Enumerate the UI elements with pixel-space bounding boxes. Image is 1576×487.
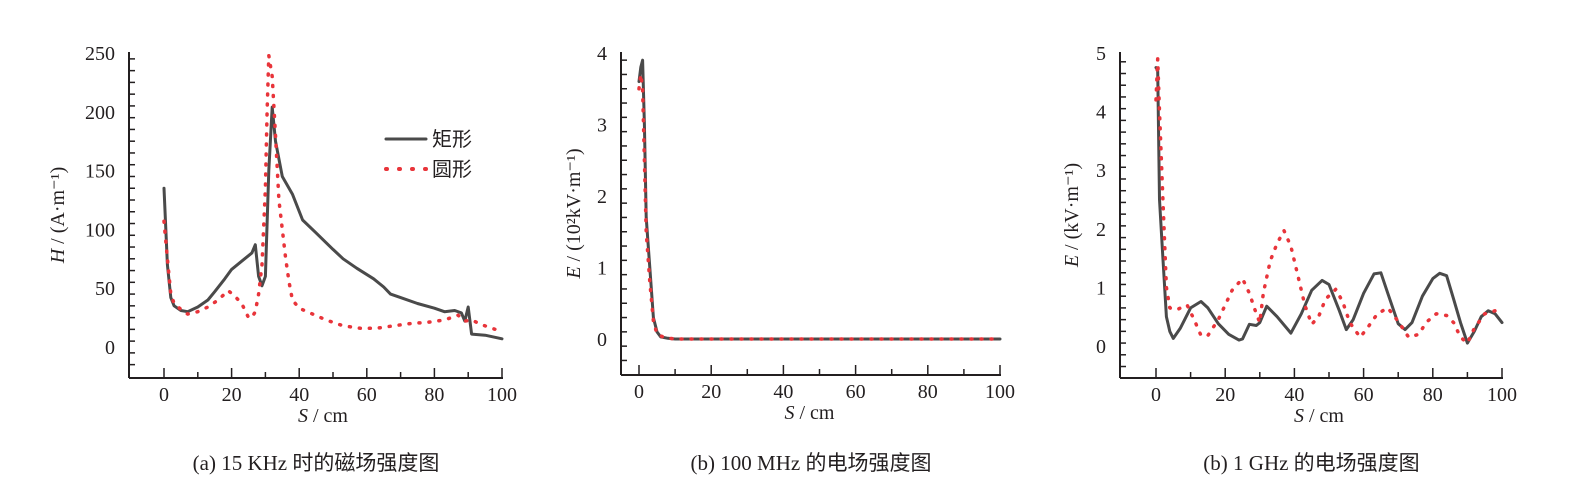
y-axis-label: H / (A·m⁻¹): [47, 167, 69, 265]
y-axis-label: E / (kV·m⁻¹): [1061, 163, 1083, 268]
x-tick-label: 60: [357, 384, 377, 406]
series-line-circle: [1154, 57, 1504, 345]
y-axis-unit: / (kV·m⁻¹): [1061, 163, 1083, 255]
legend-label: 矩形: [432, 128, 472, 151]
y-axis-var: E: [1061, 255, 1083, 268]
x-axis-var: S: [1294, 405, 1304, 427]
x-tick-label: 80: [424, 384, 444, 406]
y-tick-label: 2: [1096, 219, 1106, 241]
x-tick-label: 80: [1423, 384, 1443, 406]
chart-caption: (b) 1 GHz 的电场强度图: [1203, 451, 1419, 475]
y-axis-label: E / (10²kV·m⁻¹): [563, 148, 585, 279]
y-tick-label: 200: [85, 102, 115, 124]
y-axis-unit: / (A·m⁻¹): [47, 167, 69, 249]
y-tick-label: 4: [1096, 102, 1106, 124]
x-axis-label: S / cm: [298, 405, 348, 427]
x-tick-label: 80: [918, 381, 938, 403]
chart-panel-3: 0 1 2 3 4 5 0 20 40 60 80 100 S / cm E / (kV·m⁻¹) (b) …: [1061, 43, 1517, 475]
x-tick-label: 60: [1354, 384, 1374, 406]
x-tick-label: 40: [289, 384, 309, 406]
x-axis-unit: / cm: [308, 405, 348, 427]
series-line-rect: [1154, 66, 1504, 345]
y-tick-label: 150: [85, 161, 115, 183]
series-line-rect: [637, 58, 1002, 341]
legend-label: 圆形: [432, 158, 472, 181]
x-tick-label: 0: [1151, 384, 1161, 406]
x-tick-label: 100: [1487, 384, 1517, 406]
x-tick-label: 20: [1215, 384, 1235, 406]
x-tick-label: 20: [222, 384, 242, 406]
y-tick-label: 5: [1096, 43, 1106, 65]
x-axis-label: S / cm: [1294, 405, 1344, 427]
y-tick-label: 3: [1096, 160, 1106, 182]
y-tick-label: 0: [597, 329, 607, 351]
y-tick-label: 250: [85, 43, 115, 65]
y-tick-label: 100: [85, 219, 115, 241]
x-axis-unit: / cm: [795, 402, 835, 424]
y-tick-label: 1: [597, 258, 607, 280]
x-tick-label: 100: [985, 381, 1015, 403]
y-tick-label: 0: [105, 337, 115, 359]
x-tick-label: 40: [1284, 384, 1304, 406]
x-tick-label: 40: [773, 381, 793, 403]
y-axis-unit: / (10²kV·m⁻¹): [563, 148, 585, 266]
y-tick-label: 2: [597, 186, 607, 208]
y-axis-var: H: [47, 247, 69, 264]
x-axis-label: S / cm: [785, 402, 835, 424]
y-tick-label: 0: [1096, 336, 1106, 358]
y-axis-var: E: [563, 266, 585, 279]
x-tick-label: 0: [159, 384, 169, 406]
chart-caption: (b) 100 MHz 的电场强度图: [691, 451, 932, 475]
x-tick-label: 60: [846, 381, 866, 403]
series-line-circle: [162, 53, 504, 334]
series-line-circle: [637, 72, 1002, 341]
x-tick-label: 100: [487, 384, 517, 406]
x-axis-var: S: [785, 402, 795, 424]
y-tick-label: 50: [95, 278, 115, 300]
series-line-rect: [162, 105, 504, 341]
x-axis-unit: / cm: [1304, 405, 1344, 427]
x-tick-label: 0: [634, 381, 644, 403]
y-tick-label: 1: [1096, 277, 1106, 299]
chart-caption: (a) 15 KHz 时的磁场强度图: [193, 451, 440, 475]
chart-panel-1: 0 50 100 150 200 250 0 20 40 60 80 100 S / cm H / (A·…: [47, 43, 517, 475]
x-axis-var: S: [298, 405, 308, 427]
x-tick-label: 20: [701, 381, 721, 403]
y-tick-label: 4: [597, 43, 607, 65]
y-tick-label: 3: [597, 115, 607, 137]
